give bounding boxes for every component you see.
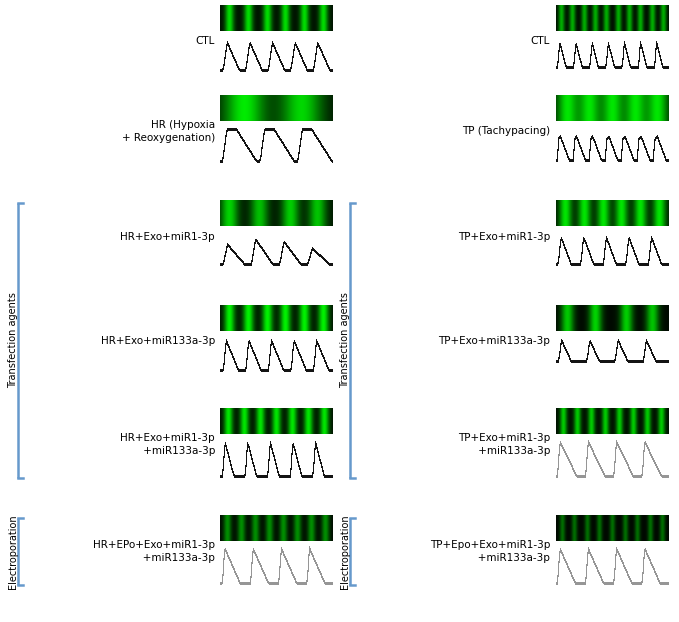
Text: Electroporation: Electroporation	[8, 514, 18, 589]
Text: Transfection agents: Transfection agents	[340, 292, 350, 388]
Text: CTL: CTL	[530, 37, 550, 47]
Text: CTL: CTL	[196, 37, 215, 47]
Text: TP+Exo+miR1-3p: TP+Exo+miR1-3p	[458, 231, 550, 241]
Text: HR+Exo+miR1-3p: HR+Exo+miR1-3p	[120, 231, 215, 241]
Text: Transfection agents: Transfection agents	[8, 292, 18, 388]
Text: HR (Hypoxia
+ Reoxygenation): HR (Hypoxia + Reoxygenation)	[122, 120, 215, 142]
Text: HR+Exo+miR1-3p
     +miR133a-3p: HR+Exo+miR1-3p +miR133a-3p	[120, 434, 215, 456]
Text: Electroporation: Electroporation	[340, 514, 350, 589]
Text: TP (Tachypacing): TP (Tachypacing)	[462, 126, 550, 136]
Text: HR+Exo+miR133a-3p: HR+Exo+miR133a-3p	[100, 337, 215, 346]
Text: TP+Exo+miR133a-3p: TP+Exo+miR133a-3p	[438, 337, 550, 346]
Text: TP+Epo+Exo+miR1-3p
       +miR133a-3p: TP+Epo+Exo+miR1-3p +miR133a-3p	[430, 541, 550, 563]
Text: TP+Exo+miR1-3p
     +miR133a-3p: TP+Exo+miR1-3p +miR133a-3p	[458, 434, 550, 456]
Text: HR+EPo+Exo+miR1-3p
       +miR133a-3p: HR+EPo+Exo+miR1-3p +miR133a-3p	[93, 541, 215, 563]
